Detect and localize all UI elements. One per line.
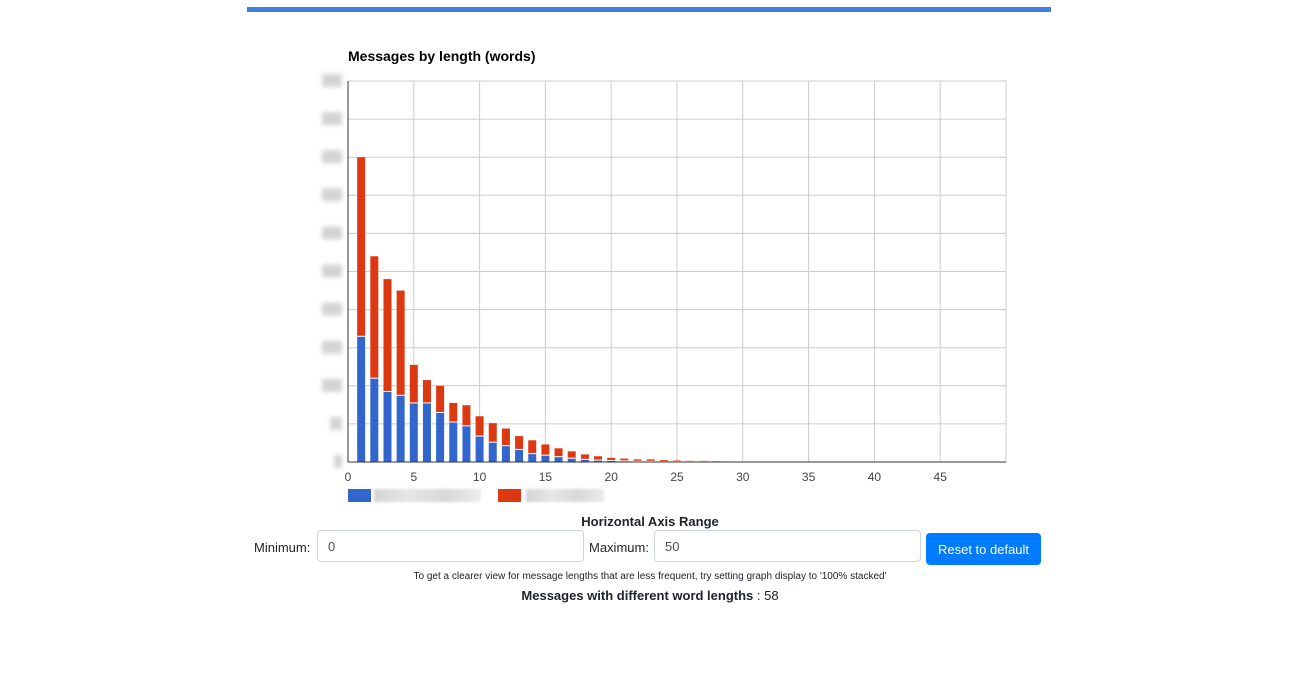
x-tick-label: 0 [345,470,352,484]
bar-series-1 [436,412,445,462]
legend-label-series-2-redacted [526,489,604,502]
bar-series-1 [357,336,366,462]
horizontal-axis-range-title: Horizontal Axis Range [581,514,719,529]
y-tick-label-redacted [322,226,342,240]
summary-value: 58 [764,588,779,603]
bar-series-1 [383,391,392,462]
bar-series-1 [462,425,471,462]
y-tick-label-redacted [322,378,342,392]
bar-chart: 0 5 10 15 20 25 30 35 40 45 [322,74,1007,484]
bar-series-2 [607,457,616,461]
top-accent-bar [247,7,1051,12]
y-tick-label-redacted [330,416,342,430]
bar-series-1 [422,402,431,462]
bar-series-1 [501,445,510,462]
bar-series-2 [620,458,629,461]
bar-series-2 [396,290,405,396]
y-tick-label-redacted [334,455,342,468]
axis-range-controls: Minimum: Maximum: Reset to default [0,530,1300,565]
bar-series-2 [567,451,576,459]
bar-series-1 [370,378,379,462]
bar-series-2 [370,256,379,379]
bar-series-1 [409,402,418,462]
bar-series-2 [409,364,418,403]
bar-series-1 [475,436,484,462]
bar-series-2 [515,436,524,450]
bar-series-2 [357,157,366,337]
bar-series-2 [673,460,681,462]
bar-series-1 [567,458,576,462]
bar-series-1 [541,455,550,462]
bar-series-2 [501,428,510,446]
bar-series-1 [594,460,603,462]
legend-swatch-series-2[interactable] [498,489,521,502]
y-tick-label-redacted [322,340,342,354]
bar-series-2 [528,440,537,454]
summary-label: Messages with different word lengths [521,588,754,603]
bar-series-2 [436,385,445,413]
bar-series-1 [528,453,537,462]
maximum-input[interactable] [654,530,921,562]
x-tick-label: 5 [410,470,417,484]
y-tick-label-redacted [322,264,342,278]
bar-series-2 [383,279,392,392]
y-tick-label-redacted [322,150,342,164]
x-tick-label: 20 [605,470,619,484]
x-tick-label: 15 [539,470,553,484]
bar-series-2 [449,402,458,422]
bar-series-2 [580,454,589,460]
bar-series-2 [475,416,484,437]
x-tick-label: 40 [868,470,882,484]
bar-series-1 [580,459,589,462]
bar-series-2 [541,444,550,456]
bar-series-2 [422,380,431,403]
y-tick-label-redacted [322,112,342,126]
word-length-summary: Messages with different word lengths : 5… [0,588,1300,603]
bar-series-1 [607,460,616,462]
stacked-display-hint: To get a clearer view for message length… [413,571,887,582]
x-tick-label: 45 [934,470,948,484]
bar-series-1 [554,456,563,462]
minimum-input[interactable] [317,530,584,562]
reset-to-default-button[interactable]: Reset to default [926,533,1041,565]
legend-swatch-series-1[interactable] [348,489,371,502]
bar-series-2 [659,460,668,462]
maximum-label: Maximum: [589,540,649,555]
legend-label-series-1-redacted [374,489,481,502]
x-tick-label: 25 [670,470,684,484]
bar-series-1 [515,449,524,462]
y-tick-label-redacted [322,302,342,316]
y-tick-label-redacted [322,74,342,87]
bar-series-2 [594,456,603,461]
bar-series-2 [633,459,642,462]
bar-series-1 [396,395,405,462]
y-tick-label-redacted [322,188,342,202]
x-tick-label: 35 [802,470,816,484]
bar-series-1 [488,442,497,462]
x-tick-label: 10 [473,470,487,484]
bar-series-2 [554,448,563,457]
chart-title: Messages by length (words) [348,48,536,64]
x-tick-label: 30 [736,470,750,484]
minimum-label: Minimum: [254,540,311,555]
bar-series-1 [449,421,458,462]
bar-series-1 [620,460,629,462]
bar-series-2 [646,459,655,462]
bar-series-2 [462,405,471,426]
bar-series-2 [488,423,497,443]
summary-separator: : [753,588,765,603]
